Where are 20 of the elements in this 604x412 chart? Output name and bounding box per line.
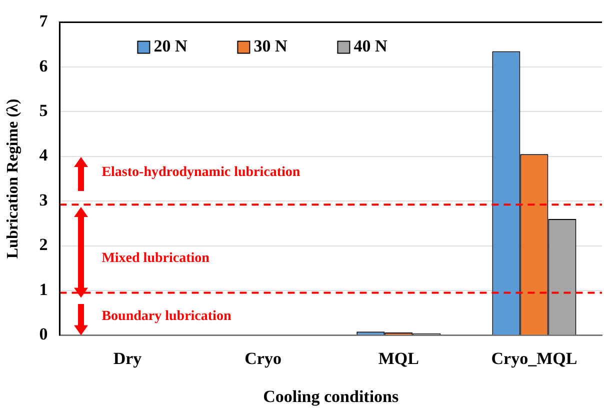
y-tick-label: 1 [39,280,48,299]
x-tick-label: Dry [113,348,142,368]
y-tick-label: 6 [39,56,48,76]
y-tick-label: 4 [39,146,48,165]
x-tick-label: MQL [378,348,419,368]
legend-label: 20 N [154,36,188,56]
y-tick-label: 3 [39,190,48,210]
y-tick-label: 7 [39,12,48,31]
annotation: Mixed lubrication [102,251,210,266]
x-tick-label: Cryo [244,348,282,368]
legend-label: 40 N [354,36,388,56]
y-tick-label: 0 [39,324,48,344]
x-tick-label: Cryo_MQL [491,348,578,368]
y-tick-label: 2 [39,235,48,254]
legend-label: 30 N [254,36,288,56]
y-axis-title: Lubrication Regime (λ) [4,98,22,259]
y-tick-label: 5 [39,101,48,120]
annotation: Boundary lubrication [102,309,232,324]
annotation: Elasto-hydrodynamic lubrication [102,165,300,180]
x-axis-title: Cooling conditions [263,387,400,406]
